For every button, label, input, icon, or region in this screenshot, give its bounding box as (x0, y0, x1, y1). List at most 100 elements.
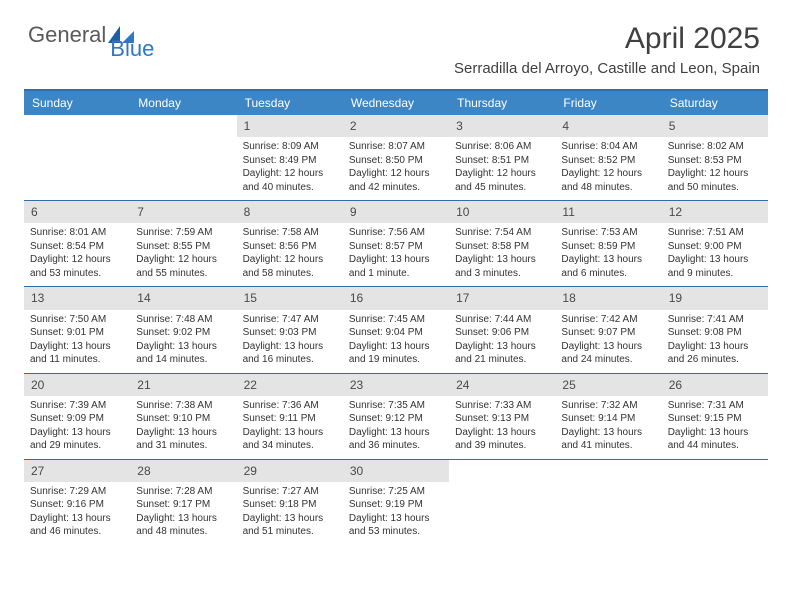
day-details: Sunrise: 7:53 AMSunset: 8:59 PMDaylight:… (555, 223, 661, 286)
day-details: Sunrise: 7:28 AMSunset: 9:17 PMDaylight:… (130, 482, 236, 545)
calendar-day: 26Sunrise: 7:31 AMSunset: 9:15 PMDayligh… (662, 374, 768, 459)
calendar-day: 14Sunrise: 7:48 AMSunset: 9:02 PMDayligh… (130, 287, 236, 372)
day-details: Sunrise: 7:32 AMSunset: 9:14 PMDaylight:… (555, 396, 661, 459)
day-details: Sunrise: 8:07 AMSunset: 8:50 PMDaylight:… (343, 137, 449, 200)
day-number: 26 (662, 374, 768, 396)
day-number: 23 (343, 374, 449, 396)
sunset-text: Sunset: 9:17 PM (136, 498, 230, 512)
calendar-day: 7Sunrise: 7:59 AMSunset: 8:55 PMDaylight… (130, 201, 236, 286)
sunrise-text: Sunrise: 7:41 AM (668, 313, 762, 327)
calendar-day (24, 115, 130, 200)
calendar-day: 9Sunrise: 7:56 AMSunset: 8:57 PMDaylight… (343, 201, 449, 286)
sunset-text: Sunset: 9:03 PM (243, 326, 337, 340)
daylight-text: Daylight: 12 hours and 53 minutes. (30, 253, 124, 280)
sunrise-text: Sunrise: 7:47 AM (243, 313, 337, 327)
calendar-week: 6Sunrise: 8:01 AMSunset: 8:54 PMDaylight… (24, 200, 768, 286)
sunrise-text: Sunrise: 7:28 AM (136, 485, 230, 499)
daylight-text: Daylight: 12 hours and 45 minutes. (455, 167, 549, 194)
sunset-text: Sunset: 9:16 PM (30, 498, 124, 512)
daylight-text: Daylight: 13 hours and 36 minutes. (349, 426, 443, 453)
sunset-text: Sunset: 8:50 PM (349, 154, 443, 168)
calendar-day: 19Sunrise: 7:41 AMSunset: 9:08 PMDayligh… (662, 287, 768, 372)
daylight-text: Daylight: 13 hours and 3 minutes. (455, 253, 549, 280)
day-number: 14 (130, 287, 236, 309)
day-number: 20 (24, 374, 130, 396)
daylight-text: Daylight: 13 hours and 9 minutes. (668, 253, 762, 280)
weekday-header: Saturday (662, 91, 768, 115)
sunset-text: Sunset: 8:59 PM (561, 240, 655, 254)
day-details: Sunrise: 7:36 AMSunset: 9:11 PMDaylight:… (237, 396, 343, 459)
weekday-header: Sunday (24, 91, 130, 115)
daylight-text: Daylight: 13 hours and 44 minutes. (668, 426, 762, 453)
location-subtitle: Serradilla del Arroyo, Castille and Leon… (454, 60, 760, 77)
sunset-text: Sunset: 9:02 PM (136, 326, 230, 340)
day-number: 11 (555, 201, 661, 223)
sunrise-text: Sunrise: 8:02 AM (668, 140, 762, 154)
calendar-day (662, 460, 768, 545)
day-details: Sunrise: 7:27 AMSunset: 9:18 PMDaylight:… (237, 482, 343, 545)
day-number: 25 (555, 374, 661, 396)
weekday-header: Thursday (449, 91, 555, 115)
day-details: Sunrise: 7:38 AMSunset: 9:10 PMDaylight:… (130, 396, 236, 459)
sunrise-text: Sunrise: 7:42 AM (561, 313, 655, 327)
calendar-day: 21Sunrise: 7:38 AMSunset: 9:10 PMDayligh… (130, 374, 236, 459)
calendar-body: 1Sunrise: 8:09 AMSunset: 8:49 PMDaylight… (24, 115, 768, 545)
day-number: 13 (24, 287, 130, 309)
sunrise-text: Sunrise: 7:33 AM (455, 399, 549, 413)
day-details: Sunrise: 8:06 AMSunset: 8:51 PMDaylight:… (449, 137, 555, 200)
sunset-text: Sunset: 9:19 PM (349, 498, 443, 512)
day-number: 6 (24, 201, 130, 223)
sunset-text: Sunset: 8:56 PM (243, 240, 337, 254)
day-number: 22 (237, 374, 343, 396)
sunrise-text: Sunrise: 7:54 AM (455, 226, 549, 240)
day-number: 17 (449, 287, 555, 309)
sunrise-text: Sunrise: 7:50 AM (30, 313, 124, 327)
daylight-text: Daylight: 12 hours and 50 minutes. (668, 167, 762, 194)
day-number: 18 (555, 287, 661, 309)
day-number: 2 (343, 115, 449, 137)
day-number: 19 (662, 287, 768, 309)
daylight-text: Daylight: 13 hours and 11 minutes. (30, 340, 124, 367)
sunrise-text: Sunrise: 8:01 AM (30, 226, 124, 240)
daylight-text: Daylight: 13 hours and 19 minutes. (349, 340, 443, 367)
sunrise-text: Sunrise: 8:04 AM (561, 140, 655, 154)
daylight-text: Daylight: 13 hours and 41 minutes. (561, 426, 655, 453)
calendar-day: 17Sunrise: 7:44 AMSunset: 9:06 PMDayligh… (449, 287, 555, 372)
day-details: Sunrise: 7:54 AMSunset: 8:58 PMDaylight:… (449, 223, 555, 286)
sunrise-text: Sunrise: 7:31 AM (668, 399, 762, 413)
sunset-text: Sunset: 8:57 PM (349, 240, 443, 254)
calendar-day: 27Sunrise: 7:29 AMSunset: 9:16 PMDayligh… (24, 460, 130, 545)
day-number: 29 (237, 460, 343, 482)
sunset-text: Sunset: 9:04 PM (349, 326, 443, 340)
daylight-text: Daylight: 13 hours and 24 minutes. (561, 340, 655, 367)
day-number: 1 (237, 115, 343, 137)
sunrise-text: Sunrise: 8:07 AM (349, 140, 443, 154)
daylight-text: Daylight: 13 hours and 26 minutes. (668, 340, 762, 367)
sunrise-text: Sunrise: 7:56 AM (349, 226, 443, 240)
daylight-text: Daylight: 13 hours and 34 minutes. (243, 426, 337, 453)
sunset-text: Sunset: 9:15 PM (668, 412, 762, 426)
weekday-header: Friday (555, 91, 661, 115)
daylight-text: Daylight: 13 hours and 31 minutes. (136, 426, 230, 453)
sunset-text: Sunset: 8:49 PM (243, 154, 337, 168)
day-number: 21 (130, 374, 236, 396)
day-details: Sunrise: 7:31 AMSunset: 9:15 PMDaylight:… (662, 396, 768, 459)
calendar-day: 22Sunrise: 7:36 AMSunset: 9:11 PMDayligh… (237, 374, 343, 459)
sunset-text: Sunset: 8:55 PM (136, 240, 230, 254)
daylight-text: Daylight: 13 hours and 1 minute. (349, 253, 443, 280)
sunset-text: Sunset: 9:12 PM (349, 412, 443, 426)
sunrise-text: Sunrise: 7:44 AM (455, 313, 549, 327)
calendar-day: 2Sunrise: 8:07 AMSunset: 8:50 PMDaylight… (343, 115, 449, 200)
daylight-text: Daylight: 12 hours and 55 minutes. (136, 253, 230, 280)
sunrise-text: Sunrise: 7:58 AM (243, 226, 337, 240)
calendar-week: 20Sunrise: 7:39 AMSunset: 9:09 PMDayligh… (24, 373, 768, 459)
calendar-day: 5Sunrise: 8:02 AMSunset: 8:53 PMDaylight… (662, 115, 768, 200)
weekday-header: Tuesday (237, 91, 343, 115)
day-number: 30 (343, 460, 449, 482)
sunset-text: Sunset: 9:13 PM (455, 412, 549, 426)
calendar-week: 13Sunrise: 7:50 AMSunset: 9:01 PMDayligh… (24, 286, 768, 372)
month-title: April 2025 (454, 22, 760, 56)
daylight-text: Daylight: 13 hours and 6 minutes. (561, 253, 655, 280)
day-details (555, 466, 661, 475)
daylight-text: Daylight: 13 hours and 14 minutes. (136, 340, 230, 367)
